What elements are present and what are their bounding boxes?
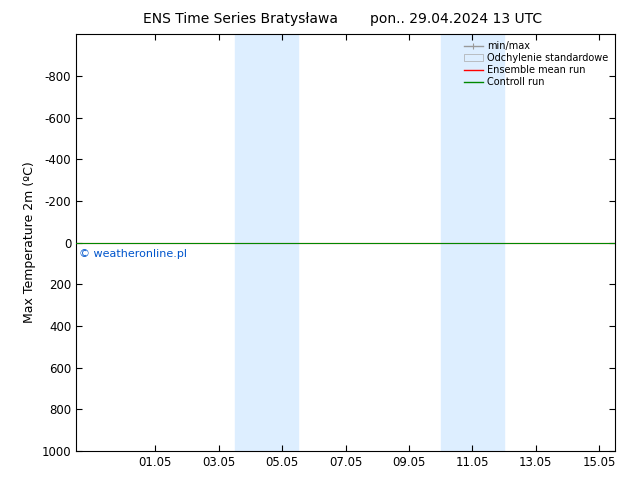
Bar	[235, 34, 298, 451]
Text: ENS Time Series Bratysława: ENS Time Series Bratysława	[143, 12, 339, 26]
Legend: min/max, Odchylenie standardowe, Ensemble mean run, Controll run: min/max, Odchylenie standardowe, Ensembl…	[462, 39, 610, 89]
Bar	[441, 34, 504, 451]
Text: © weatheronline.pl: © weatheronline.pl	[79, 249, 187, 259]
Y-axis label: Max Temperature 2m (ºC): Max Temperature 2m (ºC)	[23, 162, 36, 323]
Text: pon.. 29.04.2024 13 UTC: pon.. 29.04.2024 13 UTC	[370, 12, 543, 26]
